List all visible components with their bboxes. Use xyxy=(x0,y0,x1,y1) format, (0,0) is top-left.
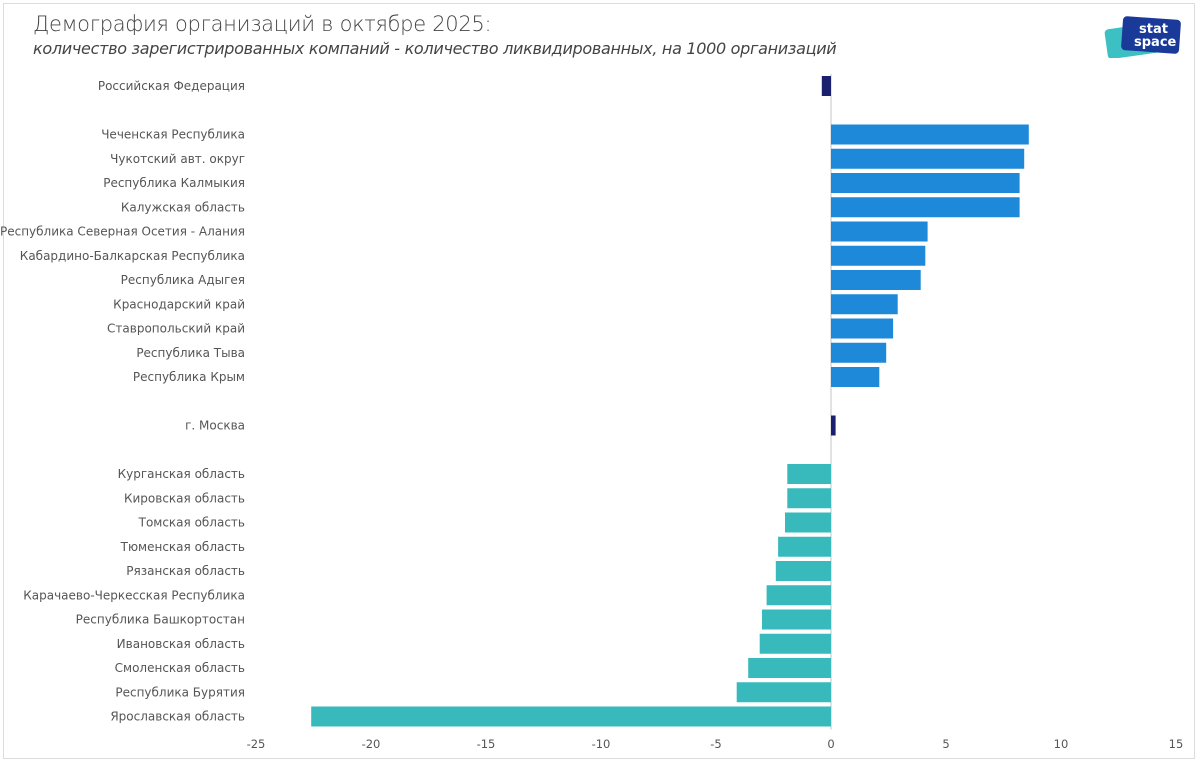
logo-front-shape xyxy=(1121,16,1181,54)
category-label: Ставропольский край xyxy=(107,322,245,336)
category-label: Томская область xyxy=(138,516,245,530)
bar xyxy=(831,221,928,242)
bar xyxy=(311,706,831,727)
bar xyxy=(787,464,831,484)
category-label: Калужская область xyxy=(121,200,245,214)
x-tick-label: -15 xyxy=(477,737,496,751)
bar xyxy=(821,76,831,96)
category-label: Республика Северная Осетия - Алания xyxy=(0,225,245,239)
logo-text-line1: stat xyxy=(1139,22,1168,37)
category-label: Карачаево-Черкесская Республика xyxy=(23,588,245,602)
bar xyxy=(748,658,831,678)
x-tick-label: 0 xyxy=(827,737,834,751)
bar xyxy=(831,342,887,363)
category-label: Республика Адыгея xyxy=(121,273,245,287)
category-label: Республика Крым xyxy=(133,370,245,384)
bar xyxy=(759,633,831,654)
chart-frame xyxy=(3,3,1195,759)
bar xyxy=(775,561,831,581)
category-label: Смоленская область xyxy=(115,661,245,675)
bar xyxy=(831,318,894,339)
chart-title: Демография организаций в октябре 2025: xyxy=(33,12,492,36)
bar xyxy=(762,609,831,630)
x-tick-label: -25 xyxy=(247,737,266,751)
bar xyxy=(831,173,1020,193)
category-label: Ярославская область xyxy=(110,710,245,724)
bar xyxy=(831,294,898,315)
x-tick-label: 15 xyxy=(1169,737,1184,751)
x-tick-label: -20 xyxy=(362,737,381,751)
bar xyxy=(831,270,921,290)
category-label: Рязанская область xyxy=(126,564,245,578)
category-label: г. Москва xyxy=(185,419,245,433)
category-label: Кировская область xyxy=(124,491,245,505)
x-tick-label: 10 xyxy=(1054,737,1069,751)
category-label: Курганская область xyxy=(118,467,245,481)
bar xyxy=(831,367,880,387)
bar xyxy=(831,148,1025,169)
bar xyxy=(766,585,831,606)
bar xyxy=(831,197,1020,218)
category-label: Краснодарский край xyxy=(113,297,245,311)
bar xyxy=(831,415,836,436)
bar xyxy=(785,512,831,533)
bar xyxy=(831,124,1029,145)
category-label: Республика Бурятия xyxy=(115,685,245,699)
statspace-logo-icon: stat space xyxy=(1104,16,1181,58)
bar xyxy=(736,682,831,703)
bar xyxy=(831,245,926,266)
category-label: Республика Тыва xyxy=(136,346,245,360)
category-label: Республика Башкортостан xyxy=(76,613,245,627)
chart-subtitle: количество зарегистрированных компаний -… xyxy=(33,39,837,58)
x-tick-label: -5 xyxy=(710,737,721,751)
category-label: Ивановская область xyxy=(117,637,245,651)
x-tick-label: 5 xyxy=(942,737,949,751)
bar xyxy=(787,488,831,509)
category-label: Республика Калмыкия xyxy=(103,176,245,190)
bar xyxy=(778,536,831,557)
category-label: Чукотский авт. округ xyxy=(110,152,245,166)
category-label: Российская Федерация xyxy=(98,79,245,93)
category-label: Чеченская Республика xyxy=(101,128,245,142)
category-label: Тюменская область xyxy=(120,540,245,554)
category-label: Кабардино-Балкарская Республика xyxy=(20,249,245,263)
logo-text-line2: space xyxy=(1134,35,1177,50)
x-tick-label: -10 xyxy=(592,737,611,751)
